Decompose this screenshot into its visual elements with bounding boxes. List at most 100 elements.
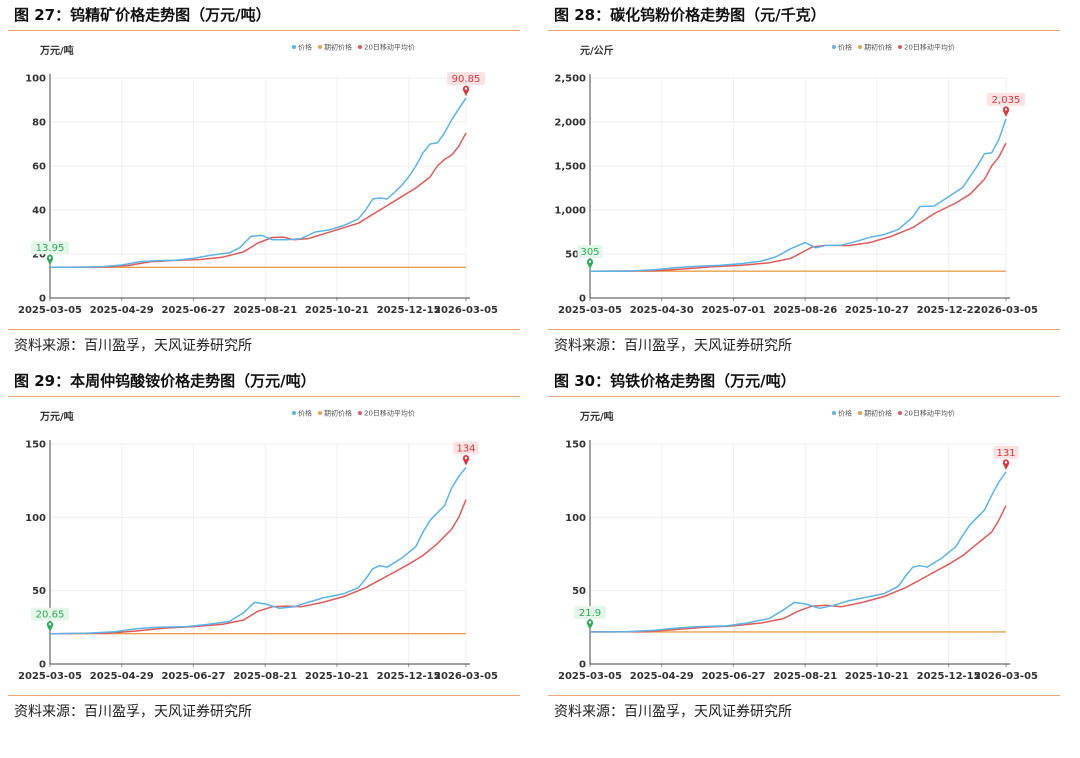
source-note: 资料来源：百川盈孚，天风证券研究所 [554, 338, 792, 354]
legend-marker [318, 411, 322, 415]
legend-label: 价格 [298, 43, 312, 52]
legend-marker [898, 411, 902, 415]
x-tick-label: 2025-12-22 [917, 305, 981, 316]
y-tick-label: 0 [39, 294, 46, 305]
source-rule [8, 695, 520, 696]
y-tick-label: 100 [25, 74, 46, 85]
end-value-label-pin-dot [1004, 461, 1008, 464]
source-note: 资料来源：百川盈孚，天风证券研究所 [14, 338, 252, 354]
start-value-label-bg [574, 605, 606, 619]
x-tick-label: 2025-08-21 [233, 305, 297, 316]
end-value-label: 134 [456, 443, 475, 454]
legend-marker [858, 45, 862, 49]
source-rule [548, 695, 1060, 696]
start-value-label-pin-dot [588, 260, 592, 263]
end-value-label-bg [447, 72, 485, 86]
x-tick-label: 2025-10-27 [845, 305, 909, 316]
title-rule [8, 396, 520, 397]
start-value-label: 20.65 [36, 610, 65, 621]
legend-marker [358, 411, 362, 415]
start-value-label-pin-dot [48, 256, 52, 259]
x-tick-label: 2025-03-05 [558, 305, 622, 316]
start-value-label-bg [31, 607, 69, 621]
y-tick-label: 150 [25, 440, 46, 451]
start-value-label-pin-dot [588, 621, 592, 624]
x-tick-label: 2025-10-21 [305, 305, 369, 316]
source-rule [548, 329, 1060, 330]
line-chart: 万元/吨 价格 期初价格 20日移动平均价 0 20 40 60 80 100 2025-03-05… [18, 43, 498, 317]
y-tick-label: 80 [32, 118, 46, 129]
legend-label: 20日移动平均价 [364, 43, 415, 52]
y-tick-label: 150 [565, 440, 586, 451]
x-tick-label: 2025-12-15 [917, 671, 981, 682]
y-tick-label: 1,000 [554, 206, 586, 217]
line-chart: 元/公斤 价格 期初价格 20日移动平均价 0 500 1,000 1,500 2,000 2,5… [554, 43, 1038, 317]
end-value-label-pin-dot [464, 456, 468, 460]
x-tick-label: 2026-03-05 [434, 671, 498, 682]
y-tick-label: 60 [32, 162, 46, 173]
x-tick-label: 2025-03-05 [18, 671, 82, 682]
y-tick-label: 100 [565, 513, 586, 524]
end-value-label: 2,035 [992, 95, 1021, 106]
legend-label: 20日移动平均价 [364, 409, 415, 418]
end-value-label: 131 [996, 448, 1015, 459]
x-tick-label: 2026-03-05 [974, 671, 1038, 682]
legend-marker [292, 45, 296, 49]
x-tick-label: 2025-10-21 [305, 671, 369, 682]
chart-title: 图 29：本周仲钨酸铵价格走势图（万元/吨） [14, 372, 316, 390]
price-series-line [50, 97, 467, 268]
legend-label: 20日移动平均价 [904, 409, 955, 418]
end-value-label: 90.85 [452, 74, 481, 85]
chart-title: 图 27：钨精矿价格走势图（万元/吨） [14, 6, 271, 24]
x-tick-label: 2026-03-05 [434, 305, 498, 316]
x-tick-label: 2025-08-21 [773, 671, 837, 682]
title-rule [548, 396, 1060, 397]
start-value-label-bg [31, 241, 69, 255]
legend-marker [318, 45, 322, 49]
legend-marker [832, 411, 836, 415]
ma20-series-line [589, 142, 1007, 272]
legend-label: 价格 [838, 43, 852, 52]
y-tick-label: 2,500 [554, 74, 586, 85]
x-tick-label: 2025-07-01 [701, 305, 765, 316]
legend-label: 20日移动平均价 [904, 43, 955, 52]
y-unit-label: 万元/吨 [39, 410, 74, 423]
legend-label: 价格 [298, 409, 312, 418]
y-tick-label: 20 [32, 250, 46, 261]
legend-marker [358, 45, 362, 49]
y-tick-label: 100 [25, 513, 46, 524]
end-value-label-bg [987, 92, 1025, 106]
start-value-label: 305 [580, 247, 599, 258]
x-tick-label: 2025-04-29 [630, 671, 694, 682]
legend-label: 期初价格 [864, 409, 892, 418]
chart-title: 图 28：碳化钨粉价格走势图（元/千克） [554, 6, 826, 24]
y-tick-label: 0 [579, 294, 586, 305]
title-rule [548, 30, 1060, 31]
y-unit-label: 万元/吨 [39, 44, 74, 57]
source-note: 资料来源：百川盈孚，天风证券研究所 [14, 704, 252, 720]
x-tick-label: 2025-06-27 [161, 305, 225, 316]
chart-title: 图 30：钨铁价格走势图（万元/吨） [554, 372, 796, 390]
source-rule [8, 329, 520, 330]
legend-marker [858, 411, 862, 415]
line-chart: 万元/吨 价格 期初价格 20日移动平均价 0 50 100 150 2025-03-05 202… [558, 409, 1038, 683]
chart-panel-2: 图 28：碳化钨粉价格走势图（元/千克） 元/公斤 价格 期初价格 20日移动平均价 0… [540, 0, 1068, 379]
end-value-label-bg [993, 445, 1019, 459]
y-tick-label: 0 [579, 660, 586, 671]
line-chart: 万元/吨 价格 期初价格 20日移动平均价 0 50 100 150 2025-03-05 202… [18, 409, 498, 683]
y-tick-label: 2,000 [554, 118, 586, 129]
end-value-label-bg [453, 441, 479, 455]
legend-marker [898, 45, 902, 49]
x-tick-label: 2025-04-29 [90, 671, 154, 682]
x-tick-label: 2025-12-15 [377, 305, 441, 316]
start-value-label: 13.95 [36, 243, 65, 254]
y-tick-label: 0 [39, 660, 46, 671]
x-tick-label: 2025-10-21 [845, 671, 909, 682]
x-tick-label: 2025-06-27 [701, 671, 765, 682]
chart-panel-3: 图 29：本周仲钨酸铵价格走势图（万元/吨） 万元/吨 价格 期初价格 20日移动平均… [0, 366, 528, 745]
y-tick-label: 500 [565, 250, 586, 261]
source-note: 资料来源：百川盈孚，天风证券研究所 [554, 704, 792, 720]
legend-label: 期初价格 [324, 43, 352, 52]
x-tick-label: 2025-08-26 [773, 305, 837, 316]
end-value-label-pin-dot [1004, 108, 1008, 111]
